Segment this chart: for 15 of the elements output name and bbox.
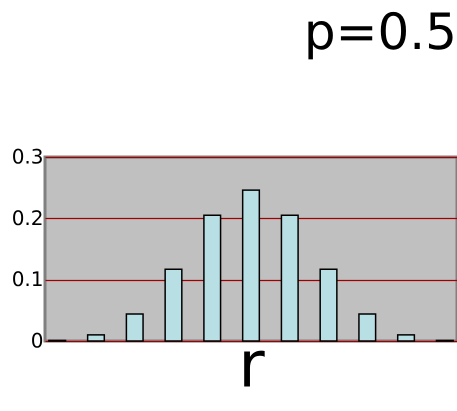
bar: [396, 334, 416, 342]
bar: [319, 268, 338, 342]
bar: [203, 214, 222, 342]
bar: [126, 313, 144, 342]
bar: [242, 189, 260, 342]
bar: [164, 268, 183, 342]
y-tick-label: 0.1: [12, 267, 44, 292]
bar: [280, 214, 299, 342]
bar: [86, 334, 106, 342]
y-tick-label: 0: [30, 328, 44, 352]
chart-title: p=0.5: [304, 3, 457, 61]
y-tick-label: 0.3: [12, 144, 44, 168]
x-axis-title: r: [238, 328, 266, 402]
bar: [358, 313, 376, 342]
y-tick-label: 0.2: [12, 206, 44, 230]
